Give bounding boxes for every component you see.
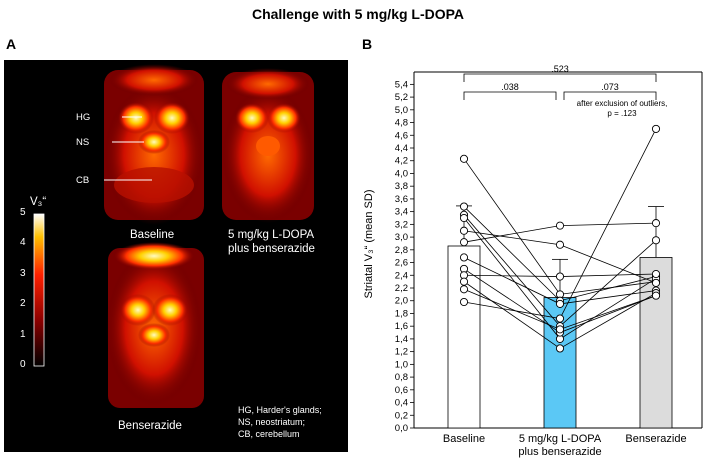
y-tick-label: 1,2 [395,347,408,358]
subject-point-4-1 [555,240,565,249]
x-label-baseline: Baseline [443,433,485,445]
outlier-note-line2: p = .123 [607,109,637,118]
subject-point-6-0 [459,253,469,262]
y-tick-label: 4,8 [395,118,408,129]
subject-point-0-0 [459,154,469,163]
subject-point-3-0 [459,213,469,223]
y-tick-label: 3,0 [395,232,408,243]
y-tick-label: 4,0 [395,168,408,179]
scan-label-benserazide: Benserazide [118,420,182,432]
y-tick-label: 0,2 [395,410,408,421]
bar-chart: Striatal V₃“ (mean SD) 0,0 0,20,4 0,6 0,8 1,… [363,64,703,458]
colorbar-tick-3: 3 [20,268,26,279]
y-tick-label: 5,0 [395,105,408,116]
y-tick-label: 0,0 [395,423,408,434]
y-tick-label: 1,6 [395,321,408,332]
subject-point-6-1 [555,299,565,308]
subject-point-10-1 [555,325,565,334]
x-label-benserazide: Benserazide [625,433,686,445]
subject-point-4-0 [459,226,469,235]
bracket-baseline-ldopa [463,91,557,100]
subject-point-5-2 [651,219,661,228]
y-tick-label: 3,2 [395,219,408,230]
subject-point-4-2 [651,278,661,287]
y-tick-label: 5,4 [395,79,408,90]
subject-point-5-1 [555,221,565,230]
y-tick-label: 1,8 [395,308,408,319]
y-tick-label: 2,2 [395,283,408,294]
bracket-ldopa-benserazide [563,91,657,100]
p-value-038: .038 [501,82,519,92]
scan-label-ldopa-line2: plus benserazide [228,243,315,255]
x-label-ldopa-line1: 5 mg/kg L-DOPA [519,433,602,445]
subject-point-8-1 [555,272,565,281]
colorbar-tick-5: 5 [20,207,26,218]
y-tick-label: 0,8 [395,372,408,383]
scan-benserazide [106,242,204,408]
p-value-523: .523 [551,64,569,74]
subject-point-11-2 [651,124,661,133]
colorbar-tick-2: 2 [20,298,26,309]
y-tick-label: 4,4 [395,143,408,154]
x-label-ldopa-line2: plus benserazide [518,446,601,458]
scan-label-baseline: Baseline [130,229,175,241]
legend-ns: NS, neostriatum; [238,417,306,427]
x-axis-labels: Baseline 5 mg/kg L-DOPA plus benserazide… [443,433,687,458]
subject-point-10-2 [651,291,661,300]
bracket-baseline-benserazide [463,73,657,82]
legend-hg: HG, Harder's glands; [238,405,322,415]
y-tick-label: 4,6 [395,130,408,141]
colorbar-tick-4: 4 [20,237,26,248]
p-value-073: .073 [601,82,619,92]
significance-brackets: .523 .038 .073 after exclusion of outlie… [463,64,668,118]
colorbar-tick-0: 0 [20,359,26,370]
cb-label: CB [76,175,90,186]
scan-label-ldopa-line1: 5 mg/kg L-DOPA [228,229,315,241]
subject-points [459,124,661,353]
y-tick-label: 2,0 [395,296,408,307]
pet-scan-panel [4,60,348,452]
scan-baseline [104,64,204,225]
y-tick-label: 4,2 [395,156,408,167]
subject-point-9-1 [555,344,565,353]
subject-point-8-2 [651,269,661,279]
y-tick-label: 5,2 [395,92,408,103]
y-axis-label: Striatal V₃“ (mean SD) [363,189,375,298]
y-tick-label: 0,4 [395,398,408,409]
y-tick-label: 3,4 [395,207,408,218]
subject-point-11-1 [555,314,565,323]
colorbar-tick-1: 1 [20,329,26,340]
subject-point-11-0 [459,297,469,307]
colorbar-label: V₃“ [30,196,47,208]
legend-cb: CB, cerebellum [238,429,300,439]
error-bars [456,205,664,298]
outlier-note-line1: after exclusion of outliers, [577,99,668,108]
y-tick-label: 1,0 [395,359,408,370]
y-tick-label: 2,8 [395,245,408,256]
colorbar [33,213,45,367]
hg-label: HG [76,112,91,123]
subject-point-5-0 [459,238,469,247]
subject-point-9-0 [459,277,469,286]
y-tick-label: 1,4 [395,334,408,345]
y-tick-label: 3,6 [395,194,408,205]
subject-point-10-0 [459,285,469,294]
pet-scan-image [33,64,314,408]
ns-label: NS [76,137,90,148]
y-tick-label: 3,8 [395,181,408,192]
subject-point-2-2 [651,236,661,245]
y-tick-label: 2,6 [395,258,408,269]
y-tick-label: 0,6 [395,385,408,396]
panel-a-letter: A [6,36,17,52]
figure-title: Challenge with 5 mg/kg L-DOPA [251,6,465,22]
scan-ldopa [222,68,314,223]
y-tick-label: 2,4 [395,270,408,281]
panel-b-letter: B [362,36,373,52]
subject-point-1-0 [459,202,469,211]
y-axis: 0,00,20,40,60,81,01,21,41,61,82,02,22,42… [395,71,703,434]
